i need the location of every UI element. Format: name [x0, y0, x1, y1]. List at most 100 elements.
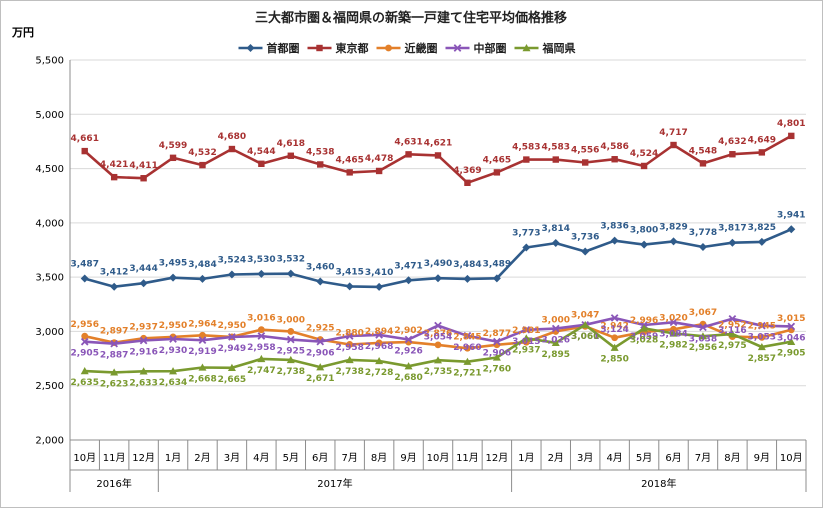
data-label: 3,444: [129, 264, 157, 274]
data-label: 3,530: [247, 255, 275, 265]
x-tick-label: 6月: [312, 452, 328, 464]
marker-triangle: [728, 330, 737, 338]
marker-triangle: [522, 44, 531, 52]
data-label: 2,925: [306, 324, 334, 334]
data-label: 2,950: [159, 321, 187, 331]
marker-square: [464, 179, 471, 186]
data-label: 2,894: [365, 327, 393, 337]
data-label: 3,038: [689, 334, 717, 344]
data-label: 2,958: [247, 343, 275, 353]
y-tick-label: 2,500: [35, 381, 64, 392]
marker-square: [169, 154, 177, 162]
marker-triangle: [286, 355, 295, 364]
data-label: 3,059: [630, 332, 658, 342]
marker-square: [228, 145, 236, 153]
marker-triangle: [375, 356, 384, 365]
data-label: 2,926: [394, 346, 422, 356]
marker-square: [258, 160, 265, 167]
marker-x-stroke: [610, 314, 619, 322]
data-label: 3,053: [748, 333, 776, 343]
marker-x: [551, 324, 560, 333]
data-label: 2,942: [600, 322, 628, 332]
data-label: 3,524: [218, 256, 246, 266]
marker-x: [198, 336, 207, 345]
marker-circle: [257, 326, 265, 334]
data-label: 2,925: [277, 347, 305, 357]
marker-diamond: [551, 239, 560, 248]
data-label: 2,728: [365, 368, 393, 378]
legend-label: 近畿圏: [405, 41, 438, 55]
marker-diamond: [669, 237, 678, 246]
data-label: 2,937: [512, 345, 540, 355]
data-label: 3,800: [630, 226, 658, 236]
data-label: 2,956: [689, 343, 717, 353]
series-2: [81, 132, 795, 186]
marker-x-stroke: [404, 335, 413, 344]
x-tick-label: 6月: [665, 452, 681, 464]
marker-diamond: [404, 276, 413, 285]
data-label: 2,887: [100, 351, 128, 361]
data-label: 2,982: [659, 340, 687, 350]
marker-diamond: [522, 243, 531, 252]
marker-diamond: [227, 270, 236, 279]
marker-x: [139, 336, 148, 345]
marker-x-stroke: [198, 336, 207, 345]
data-label: 4,680: [218, 132, 246, 142]
data-label: 3,028: [630, 335, 658, 345]
marker-x: [787, 322, 796, 331]
legend-item: 福岡県: [514, 41, 576, 55]
data-label: 3,061: [571, 332, 599, 342]
data-label: 4,618: [277, 139, 305, 149]
marker-triangle: [610, 343, 619, 351]
marker-triangle: [139, 367, 148, 375]
marker-circle: [464, 344, 471, 352]
marker-square: [493, 169, 501, 176]
marker-x: [758, 321, 766, 330]
series-2-labels: 4,661 4,421 4,4114,5994,5324,6804,5444,618…: [70, 119, 805, 176]
marker-diamond: [640, 240, 649, 249]
marker-diamond: [757, 237, 766, 246]
marker-x-stroke: [758, 321, 766, 330]
y-axis-unit-label: 万円: [11, 26, 34, 39]
marker-triangle: [434, 356, 442, 364]
data-label: 2,901: [512, 326, 540, 336]
legend-item: 中部圏: [445, 41, 507, 55]
data-label: 2,747: [247, 366, 275, 376]
marker-triangle: [463, 357, 472, 365]
y-tick-label: 3,000: [35, 327, 64, 338]
data-label: 2,945: [748, 321, 776, 331]
marker-square: [110, 173, 118, 181]
data-label: 2,845: [453, 332, 481, 342]
year-label: 2018年: [641, 477, 676, 490]
marker-x: [316, 337, 325, 346]
x-tick-label: 2月: [194, 452, 210, 464]
marker-triangle: [110, 368, 119, 376]
marker-diamond: [286, 269, 295, 278]
marker-square: [523, 156, 530, 163]
data-label: 3,020: [659, 313, 687, 323]
data-label: 2,635: [70, 378, 98, 388]
data-label: 4,556: [571, 145, 599, 155]
data-label: 2,738: [335, 367, 363, 377]
data-label: 2,735: [424, 367, 452, 377]
data-label: 2,964: [188, 319, 216, 329]
data-label: 3,067: [689, 308, 717, 318]
data-label: 4,532: [188, 148, 216, 158]
marker-square: [552, 156, 559, 163]
marker-triangle: [316, 363, 325, 371]
y-tick-label: 2,000: [35, 436, 64, 447]
x-tick-label: 1月: [518, 452, 534, 464]
data-label: 2,916: [129, 348, 157, 358]
marker-circle: [199, 331, 206, 339]
marker-x-stroke: [345, 332, 354, 340]
marker-circle: [375, 339, 383, 347]
marker-diamond: [110, 282, 119, 291]
data-label: 2,905: [70, 349, 98, 359]
data-label: 2,857: [748, 354, 776, 364]
marker-circle: [287, 328, 295, 335]
data-label: 2,850: [600, 355, 628, 365]
year-label: 2017年: [317, 477, 352, 490]
data-label: 3,046: [777, 333, 805, 343]
marker-x-stroke: [453, 44, 462, 52]
